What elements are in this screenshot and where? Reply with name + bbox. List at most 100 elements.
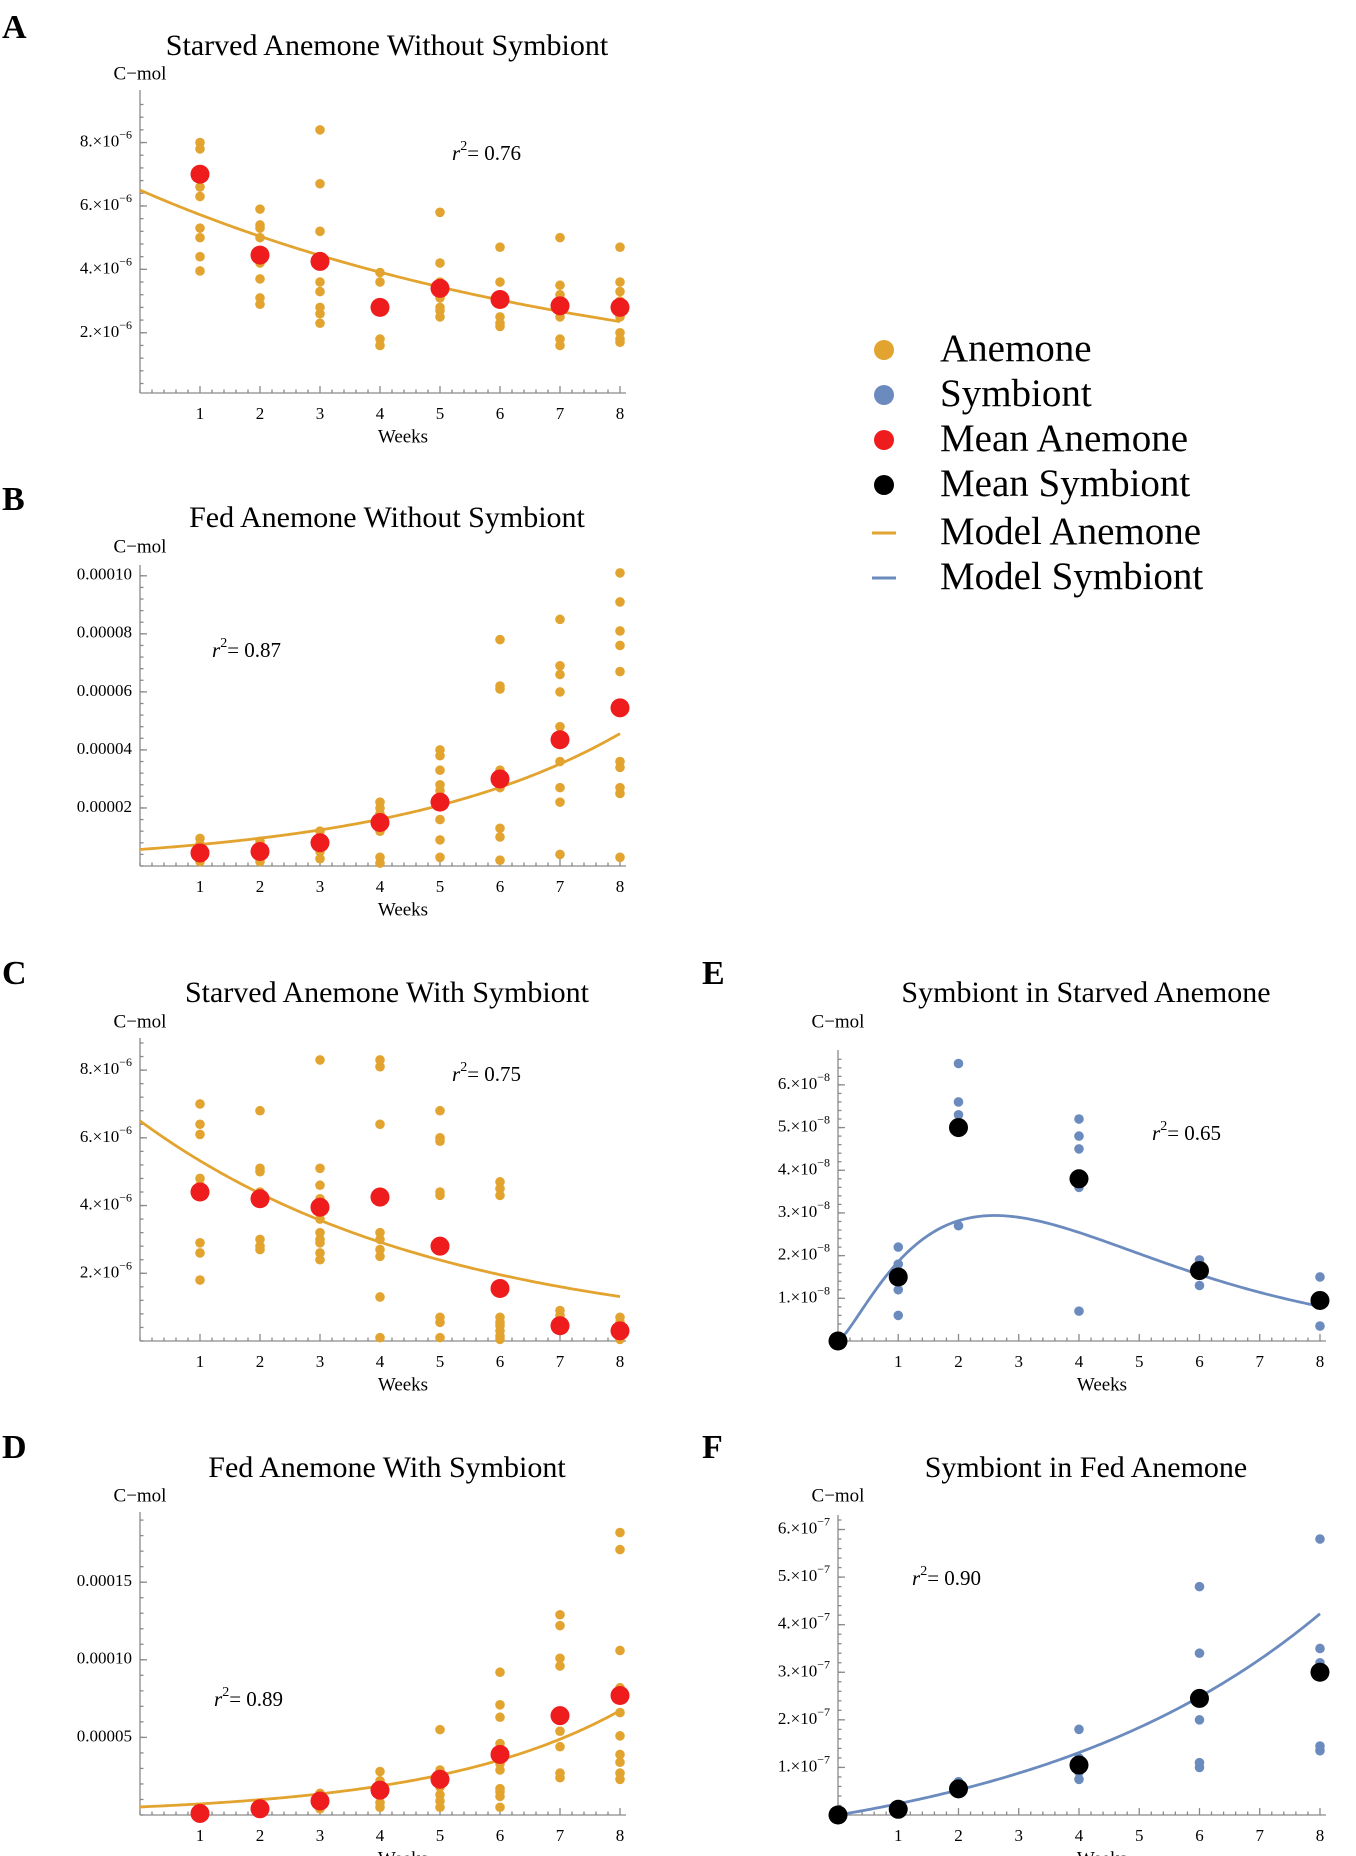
x-tick-label: 3 xyxy=(1014,1826,1023,1845)
model-curve xyxy=(139,1119,621,1298)
panel-e: E Symbiont in Starved Anemone C−mol 1 2 3 4 5 6 7… xyxy=(702,955,1330,1395)
data-point xyxy=(375,1766,385,1777)
data-point xyxy=(375,1055,385,1065)
data-point xyxy=(195,1129,205,1140)
data-point xyxy=(195,1099,205,1109)
data-point xyxy=(1074,1114,1084,1124)
data-point xyxy=(255,1105,265,1116)
legend-label: Mean Symbiont xyxy=(940,462,1190,505)
y-tick-label: 1.×10−7 xyxy=(778,1752,830,1775)
legend-marker xyxy=(874,475,894,495)
x-tick-label: 8 xyxy=(616,1826,625,1845)
data-point xyxy=(315,178,325,189)
legend-marker xyxy=(874,340,894,360)
data-point xyxy=(435,1317,445,1328)
panel-c: C Starved Anemone With Symbiont C−mol 1 2 3 4 5… xyxy=(2,955,630,1395)
legend-label: Model Anemone xyxy=(940,510,1201,553)
mean-point xyxy=(310,251,330,271)
data-point xyxy=(893,1284,904,1295)
x-tick-label: 6 xyxy=(1195,1352,1204,1371)
mean-point xyxy=(250,1799,270,1819)
data-point xyxy=(495,1334,505,1345)
data-point xyxy=(555,280,565,291)
x-tick-label: 6 xyxy=(496,404,505,423)
legend-label: Model Symbiont xyxy=(940,555,1203,598)
data-point xyxy=(555,1726,565,1736)
data-point xyxy=(375,858,385,868)
data-point xyxy=(1315,1321,1325,1331)
data-point xyxy=(195,1173,205,1184)
data-point xyxy=(555,660,565,671)
y-tick-label: 5.×10−7 xyxy=(778,1562,830,1585)
mean-point xyxy=(370,297,390,317)
model-curve xyxy=(837,1612,1321,1817)
y-tick-label: 0.00002 xyxy=(77,797,132,816)
mean-point xyxy=(250,1189,270,1209)
panel-letter: A xyxy=(2,9,27,46)
chart-title: Fed Anemone With Symbiont xyxy=(208,1451,566,1484)
panel-letter: C xyxy=(2,955,27,992)
mean-point xyxy=(610,698,630,718)
data-point xyxy=(495,1791,505,1802)
y-axis-label: C−mol xyxy=(114,1485,167,1506)
r-squared-annotation: r2= 0.65 xyxy=(1152,1119,1221,1145)
y-tick-label: 1.×10−8 xyxy=(778,1283,830,1306)
x-tick-label: 4 xyxy=(1075,1826,1084,1845)
data-point xyxy=(495,832,505,842)
legend-label: Mean Anemone xyxy=(940,417,1188,460)
x-tick-label: 2 xyxy=(954,1352,963,1371)
panel-b: B Fed Anemone Without Symbiont C−mol 1 2 3 4 5 6… xyxy=(2,481,630,920)
data-point xyxy=(435,312,445,322)
data-point xyxy=(615,1544,625,1555)
x-tick-label: 4 xyxy=(1075,1352,1084,1371)
y-tick-label: 2.×10−6 xyxy=(80,318,132,341)
data-point xyxy=(615,626,625,636)
mean-point xyxy=(370,1187,390,1207)
data-point xyxy=(893,1242,904,1252)
data-point xyxy=(1194,1581,1205,1592)
data-point xyxy=(495,684,505,694)
data-point xyxy=(555,1661,565,1671)
data-point xyxy=(495,1700,505,1710)
x-tick-label: 5 xyxy=(436,1826,445,1845)
model-curve xyxy=(837,1214,1321,1343)
mean-point xyxy=(1310,1290,1330,1310)
mean-point xyxy=(430,1769,450,1789)
data-point xyxy=(555,614,565,625)
data-point xyxy=(375,1227,385,1238)
data-point xyxy=(495,1177,505,1187)
data-point xyxy=(555,1609,565,1620)
r-squared-annotation: r2= 0.87 xyxy=(212,636,281,662)
legend-marker xyxy=(874,430,894,450)
data-point xyxy=(255,1166,265,1177)
data-point xyxy=(495,634,505,645)
mean-point xyxy=(888,1267,908,1287)
legend-label: Anemone xyxy=(940,327,1092,370)
y-tick-label: 0.00010 xyxy=(77,1649,132,1668)
data-point xyxy=(555,756,565,767)
data-point xyxy=(615,242,625,252)
data-point xyxy=(255,204,265,214)
data-point xyxy=(1194,1762,1205,1773)
y-axis-label: C−mol xyxy=(812,1011,865,1032)
y-axis-label: C−mol xyxy=(114,536,167,557)
x-tick-label: 7 xyxy=(556,404,565,423)
x-tick-label: 8 xyxy=(616,1352,625,1371)
data-point xyxy=(315,1248,325,1258)
x-tick-label: 6 xyxy=(1195,1826,1204,1845)
mean-point xyxy=(310,1197,330,1217)
chart-title: Symbiont in Fed Anemone xyxy=(925,1451,1248,1484)
data-point xyxy=(195,1248,205,1258)
data-point xyxy=(1315,1643,1325,1654)
data-point xyxy=(315,1214,325,1224)
data-point xyxy=(255,223,265,233)
x-tick-label: 5 xyxy=(436,1352,445,1371)
data-point xyxy=(615,762,625,773)
data-point xyxy=(495,823,505,834)
x-tick-label: 3 xyxy=(1014,1352,1023,1371)
data-point xyxy=(555,232,565,243)
mean-point xyxy=(1189,1688,1209,1708)
data-point xyxy=(435,750,445,761)
